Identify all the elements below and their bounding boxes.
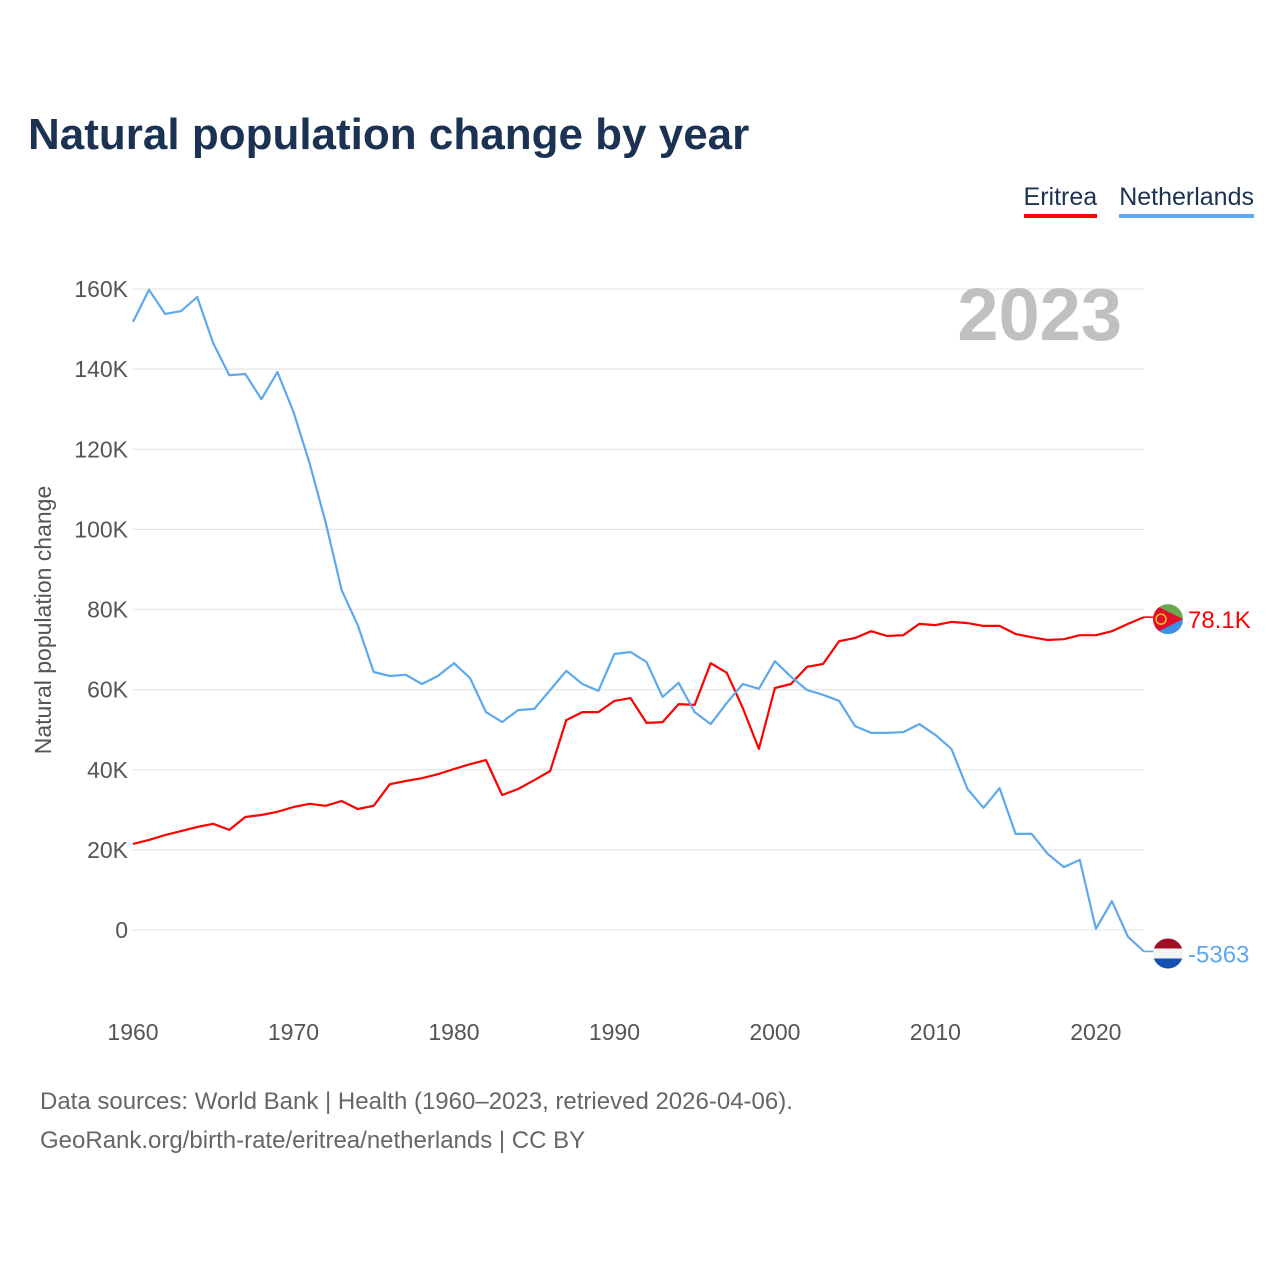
eritrea-flag-icon (1153, 604, 1183, 635)
x-tick-label: 1960 (107, 1019, 158, 1045)
x-tick-label: 2000 (749, 1019, 800, 1045)
legend-item-eritrea[interactable]: Eritrea (1023, 183, 1098, 218)
x-tick-label: 1970 (268, 1019, 319, 1045)
legend: Eritrea Netherlands (1023, 183, 1254, 218)
gridlines: 0 20K 40K 60K 80K 100K 120K 140K 160K 1960 1970 198… (74, 276, 1144, 1045)
year-watermark: 2023 (957, 273, 1122, 356)
netherlands-flag-icon (1153, 938, 1183, 969)
y-tick-label: 20K (87, 837, 129, 863)
y-tick-label: 40K (87, 757, 129, 783)
y-tick-label: 0 (115, 917, 128, 943)
y-tick-label: 80K (87, 597, 129, 623)
y-tick-label: 100K (74, 516, 128, 542)
x-tick-label: 2010 (910, 1019, 961, 1045)
chart-title: Natural population change by year (28, 110, 750, 159)
end-value-label: 78.1K (1188, 607, 1251, 634)
end-value-label: -5363 (1188, 941, 1249, 968)
x-tick-label: 2020 (1070, 1019, 1121, 1045)
y-tick-label: 120K (74, 436, 128, 462)
y-axis-label: Natural population change (30, 486, 56, 755)
y-tick-label: 160K (74, 276, 128, 302)
y-tick-label: 140K (74, 356, 128, 382)
y-tick-label: 60K (87, 677, 129, 703)
legend-item-netherlands[interactable]: Netherlands (1119, 183, 1254, 218)
source-text: Data sources: World Bank | Health (1960–… (40, 1088, 793, 1115)
x-tick-label: 1990 (589, 1019, 640, 1045)
source-link[interactable]: GeoRank.org/birth-rate/eritrea/netherlan… (40, 1127, 586, 1154)
x-tick-label: 1980 (428, 1019, 479, 1045)
series-line-eritrea (132, 616, 1145, 845)
series-line-netherlands (132, 288, 1145, 953)
